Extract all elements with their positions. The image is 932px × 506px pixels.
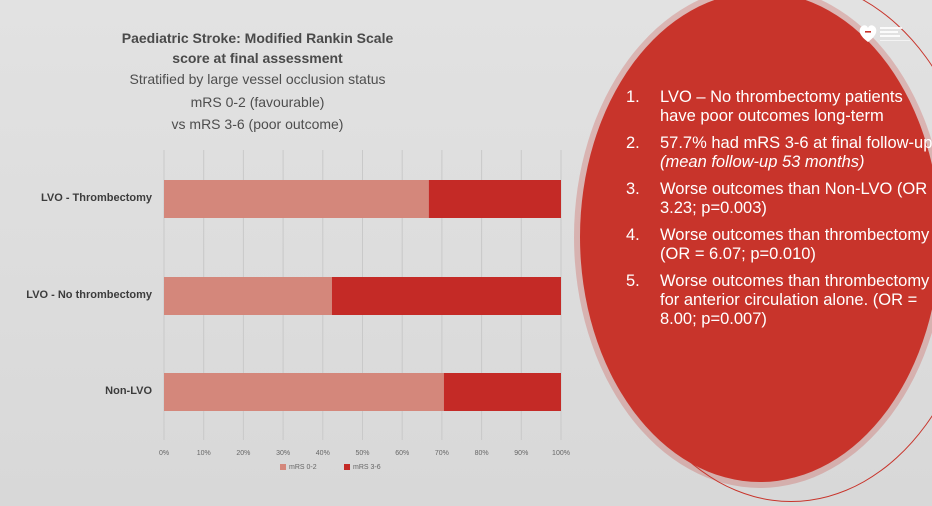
american-stroke-association-logo [858, 20, 918, 48]
finding-emphasis-2: (mean follow-up 53 months) [660, 153, 865, 171]
finding-item-2: 2. 57.7% had mRS 3-6 at final follow-up (… [622, 134, 932, 172]
finding-item-5: 5. Worse outcomes than thrombectomy for a… [622, 272, 932, 329]
category-label: LVO - Thrombectomy [40, 192, 152, 204]
x-tick-label: 10% [197, 450, 211, 457]
finding-number-3: 3. [626, 180, 640, 198]
bar-mrs-3-6-0 [428, 180, 561, 218]
x-tick-label: 90% [514, 450, 528, 457]
chart-subtitle-line-2: mRS 0-2 (favourable) [190, 94, 325, 110]
finding-number-5: 5. [626, 272, 640, 290]
finding-number-4: 4. [626, 226, 640, 244]
legend-swatch-mrs-0-2 [280, 464, 286, 471]
finding-number-2: 2. [626, 134, 640, 152]
finding-text-1: LVO – No thrombectomy patients have poor… [660, 88, 903, 125]
finding-text-3: Worse outcomes than Non-LVO (OR = 3.23; … [660, 180, 932, 217]
chart-legend: mRS 0-2 mRS 3-6 [0, 464, 932, 478]
heart-logo-icon [859, 25, 910, 42]
chart-subtitle-line-3: vs mRS 3-6 (poor outcome) [171, 116, 344, 132]
x-tick-label: 70% [435, 450, 449, 457]
legend-label-mrs-0-2: mRS 0-2 [289, 464, 317, 471]
x-tick-label: 40% [316, 450, 330, 457]
category-label: Non-LVO [105, 385, 152, 397]
chart-subtitle-line-1: Stratified by large vessel occlusion sta… [129, 71, 386, 87]
legend-item-mrs-0-2: mRS 0-2 [280, 464, 317, 471]
key-findings-list: 1. LVO – No thrombectomy patients have po… [622, 88, 932, 337]
x-tick-label: 80% [475, 450, 489, 457]
bar-mrs-0-2-0 [164, 180, 429, 218]
bar-mrs-3-6-1 [331, 277, 561, 315]
bar-mrs-0-2-1 [164, 277, 332, 315]
x-tick-label: 50% [355, 450, 369, 457]
finding-text-4: Worse outcomes than thrombectomy (OR = 6… [660, 226, 930, 263]
x-tick-label: 60% [395, 450, 409, 457]
finding-text-5: Worse outcomes than thrombectomy for ant… [660, 272, 930, 328]
finding-item-3: 3. Worse outcomes than Non-LVO (OR = 3.23… [622, 180, 932, 218]
bar-mrs-3-6-2 [443, 373, 561, 411]
legend-label-mrs-3-6: mRS 3-6 [353, 464, 381, 471]
finding-item-4: 4. Worse outcomes than thrombectomy (OR =… [622, 226, 932, 264]
chart-title-line-2: score at final assessment [172, 50, 343, 66]
legend-item-mrs-3-6: mRS 3-6 [344, 464, 381, 471]
x-tick-label: 30% [276, 450, 290, 457]
bar-mrs-0-2-2 [164, 373, 444, 411]
finding-text-2: 57.7% had mRS 3-6 at final follow-up [660, 134, 932, 152]
category-label: LVO - No thrombectomy [26, 289, 152, 301]
finding-item-1: 1. LVO – No thrombectomy patients have po… [622, 88, 932, 126]
x-tick-label: 0% [159, 450, 169, 457]
finding-number-1: 1. [626, 88, 640, 106]
x-tick-label: 20% [236, 450, 250, 457]
legend-swatch-mrs-3-6 [344, 464, 350, 471]
chart-title-line-1: Paediatric Stroke: Modified Rankin Scale [121, 30, 394, 46]
x-tick-label: 100% [552, 450, 570, 457]
